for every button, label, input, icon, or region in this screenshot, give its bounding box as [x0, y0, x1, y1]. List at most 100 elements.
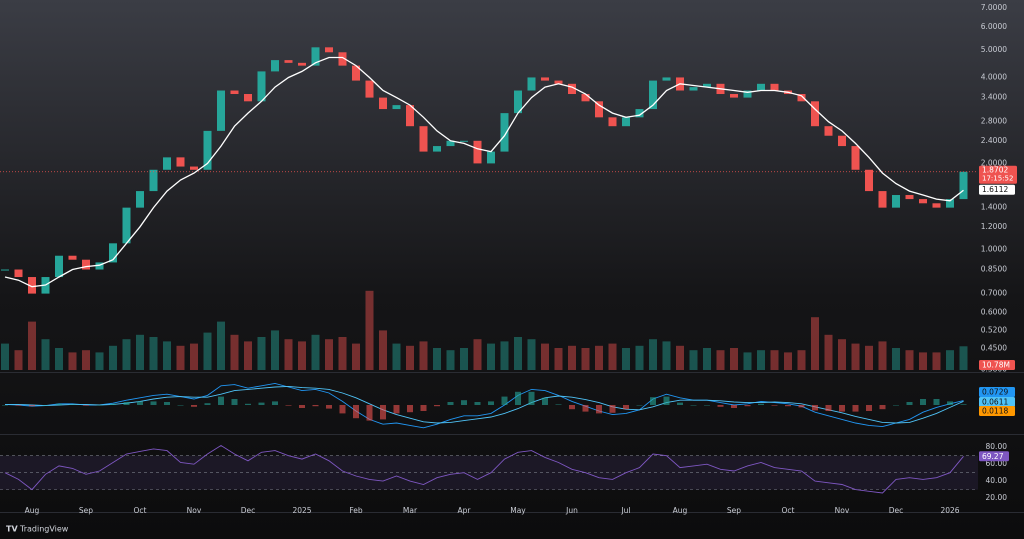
volume-bar — [392, 343, 401, 370]
candle — [446, 140, 455, 147]
volume-bar — [149, 337, 158, 370]
volume-bar — [959, 346, 968, 370]
macd-histogram-bar — [366, 405, 373, 421]
x-tick-label: Jul — [620, 506, 630, 515]
y-tick-label: 2.4000 — [981, 136, 1007, 145]
volume-bar — [473, 339, 482, 370]
value-badge — [979, 406, 1015, 416]
volume-bar — [622, 348, 630, 370]
macd-histogram-bar — [744, 405, 751, 407]
value-badge-label: 10.78M — [982, 361, 1010, 370]
volume-bar — [743, 352, 752, 370]
y-tick-label: 20.00 — [986, 493, 1008, 502]
volume-bar — [163, 341, 171, 370]
macd-histogram-bar — [731, 405, 737, 408]
x-tick-label: Apr — [458, 506, 472, 515]
macd-histogram-bar — [906, 402, 913, 405]
candle — [406, 105, 414, 127]
macd-histogram-bar — [852, 405, 859, 412]
volume-bar — [824, 334, 833, 370]
macd-histogram-bar — [56, 403, 62, 405]
volume-bar — [352, 343, 360, 370]
candle — [797, 94, 806, 102]
candle — [311, 47, 320, 66]
logo[interactable]: TV TradingView — [6, 525, 69, 534]
candle — [662, 77, 671, 81]
volume-bar — [284, 339, 293, 370]
volume-bar — [136, 334, 144, 370]
candle — [851, 146, 860, 170]
volume-bar — [55, 348, 63, 370]
candle — [932, 203, 941, 208]
candle — [1, 269, 9, 271]
volume-bar — [865, 345, 873, 370]
candle — [460, 140, 468, 142]
candle — [338, 52, 347, 66]
macd-histogram-bar — [569, 405, 575, 410]
candle — [581, 94, 590, 102]
macd-histogram-bar — [272, 401, 278, 405]
volume-bar — [554, 348, 563, 370]
macd-histogram-bar — [866, 405, 872, 411]
macd-histogram-bar — [420, 405, 427, 411]
volume-bar — [527, 339, 536, 370]
candle — [55, 255, 63, 278]
x-tick-label: 2026 — [940, 506, 959, 515]
candle — [757, 83, 765, 91]
volume-bar — [109, 345, 117, 370]
macd-histogram-bar — [312, 405, 319, 407]
macd-histogram-bar — [177, 405, 184, 406]
volume-bar — [14, 350, 23, 370]
volume-bar — [217, 321, 225, 370]
macd-histogram-bar — [137, 401, 143, 405]
volume-bar — [95, 352, 104, 370]
candle — [959, 171, 968, 200]
countdown: 17:15:52 — [982, 175, 1013, 183]
candle — [500, 113, 509, 152]
volume-bar — [716, 350, 725, 370]
volume-bar — [608, 343, 617, 370]
volume-bar — [568, 345, 576, 370]
macd-histogram-bar — [204, 403, 211, 405]
candle — [257, 71, 266, 102]
macd-histogram-bar — [461, 400, 467, 405]
macd-histogram-bar — [123, 402, 130, 405]
candle — [554, 80, 563, 84]
macd-histogram-bar — [947, 401, 953, 405]
candle — [244, 94, 252, 102]
macd-histogram-bar — [299, 405, 305, 408]
macd-histogram-bar — [596, 405, 602, 414]
value-badge-label: 0.0118 — [982, 407, 1008, 416]
candle — [284, 60, 293, 63]
volume-bar — [919, 352, 927, 370]
macd-histogram-bar — [218, 396, 224, 405]
x-tick-label: May — [510, 506, 526, 515]
candle — [28, 277, 36, 294]
y-tick-label: 1.2000 — [981, 222, 1007, 231]
macd-histogram-bar — [690, 405, 697, 406]
x-tick-label: 2025 — [292, 506, 311, 515]
macd-histogram-bar — [879, 405, 886, 410]
candle — [919, 199, 927, 204]
macd-histogram-bar — [825, 405, 832, 411]
macd-histogram-bar — [258, 402, 265, 405]
volume-bar — [797, 350, 806, 370]
volume-bar — [514, 337, 522, 370]
macd-histogram-bar — [717, 405, 724, 407]
candle — [865, 169, 873, 192]
macd-histogram-bar — [542, 397, 548, 405]
candle — [473, 140, 482, 164]
y-tick-label: 7.0000 — [981, 3, 1007, 12]
x-tick-label: Mar — [403, 506, 418, 515]
volume-bar — [365, 290, 374, 370]
macd-histogram-bar — [650, 397, 656, 405]
x-tick-label: Nov — [187, 506, 202, 515]
candle — [14, 269, 23, 278]
macd-histogram-bar — [29, 405, 35, 407]
candle — [487, 151, 495, 164]
volume-bar — [635, 345, 644, 370]
volume-bar — [325, 339, 333, 370]
candle — [109, 243, 117, 263]
